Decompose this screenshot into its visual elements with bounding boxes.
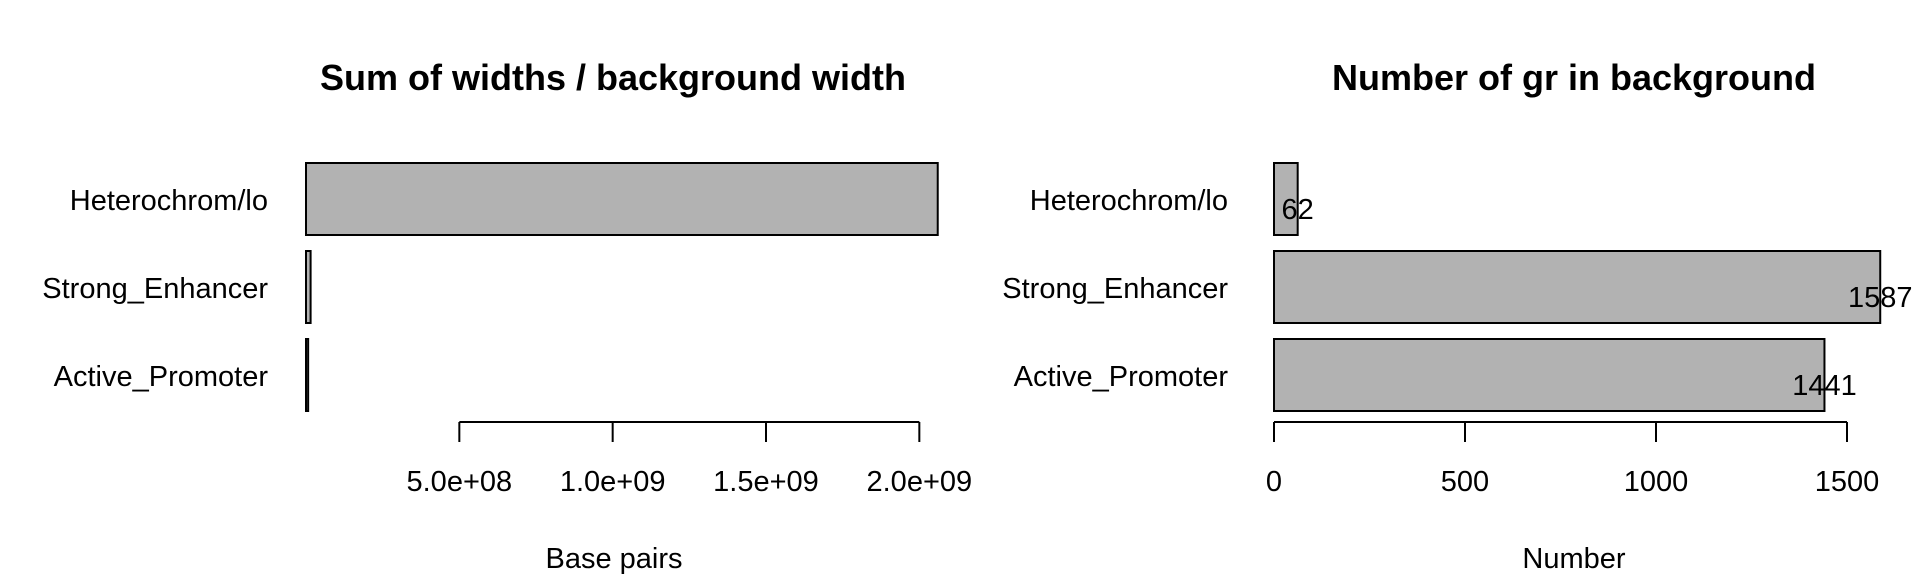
bar-active-promoter bbox=[305, 338, 310, 412]
chart-title: Number of gr in background bbox=[1332, 57, 1816, 98]
bar-heterochrom-lo bbox=[1273, 162, 1299, 236]
bar-strong-enhancer bbox=[305, 250, 312, 324]
x-tick-label: 1500 bbox=[1815, 466, 1880, 498]
x-tick-label: 1000 bbox=[1624, 466, 1689, 498]
bar-heterochrom-lo bbox=[305, 162, 939, 236]
x-tick-label: 500 bbox=[1441, 466, 1489, 498]
data-label: 1441 bbox=[1792, 370, 1857, 402]
bar-active-promoter bbox=[1273, 338, 1826, 412]
category-label: Active_Promoter bbox=[54, 361, 269, 393]
category-label: Strong_Enhancer bbox=[1002, 273, 1228, 305]
x-tick-label: 2.0e+09 bbox=[867, 466, 973, 498]
chart-title: Sum of widths / background width bbox=[320, 57, 906, 98]
x-axis-label: Number bbox=[1522, 543, 1625, 575]
x-axis-label: Base pairs bbox=[545, 543, 682, 575]
data-label: 1587 bbox=[1848, 282, 1913, 314]
category-label: Heterochrom/lo bbox=[70, 185, 268, 217]
category-label: Strong_Enhancer bbox=[42, 273, 268, 305]
bar-strong-enhancer bbox=[1273, 250, 1882, 324]
category-label: Active_Promoter bbox=[1014, 361, 1229, 393]
x-tick-label: 0 bbox=[1266, 466, 1282, 498]
panel-number: Number of gr in background Active_Promote… bbox=[1002, 57, 1912, 575]
panel-base-pairs: Sum of widths / background width Active_P… bbox=[42, 57, 972, 575]
x-tick-label: 5.0e+08 bbox=[407, 466, 513, 498]
category-label: Heterochrom/lo bbox=[1030, 185, 1228, 217]
data-label: 62 bbox=[1282, 194, 1314, 226]
x-tick-label: 1.0e+09 bbox=[560, 466, 666, 498]
x-tick-label: 1.5e+09 bbox=[713, 466, 819, 498]
